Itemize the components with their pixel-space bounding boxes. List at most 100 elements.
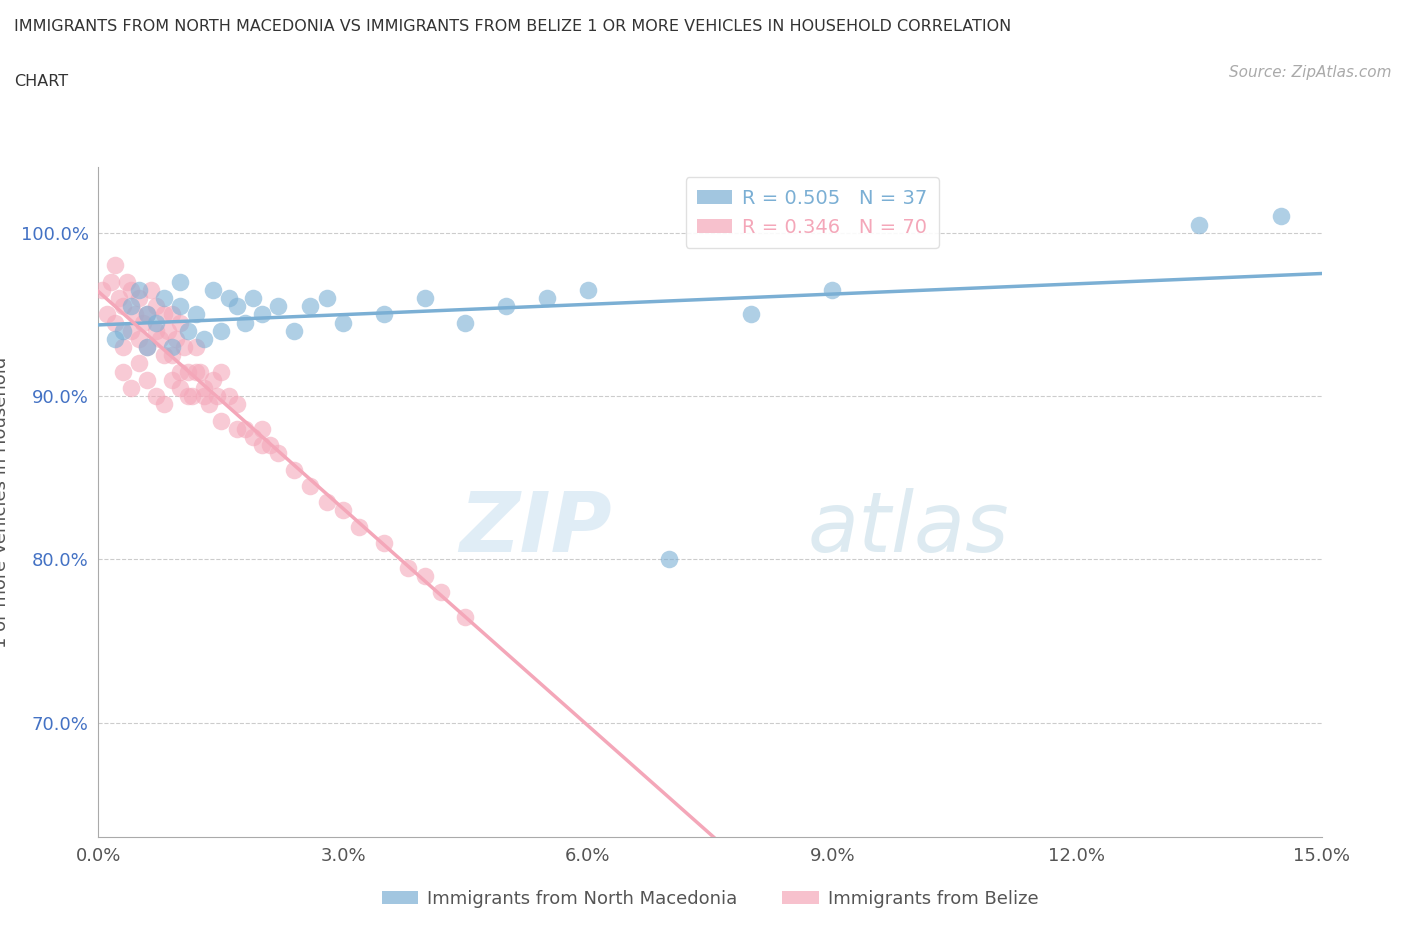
Text: ZIP: ZIP [460, 488, 612, 569]
Point [267, 299, 290, 313]
Point [205, 389, 228, 404]
Point [169, 315, 191, 330]
Point [177, 389, 200, 404]
Point [576, 283, 599, 298]
Point [332, 503, 354, 518]
Point [430, 585, 453, 600]
Point [145, 299, 167, 313]
Point [177, 324, 200, 339]
Point [177, 365, 200, 379]
Point [536, 290, 558, 305]
Point [396, 560, 419, 575]
Point [169, 274, 191, 289]
Point [104, 331, 127, 346]
Point [193, 331, 215, 346]
Point [111, 299, 134, 313]
Point [821, 283, 844, 298]
Point [186, 339, 208, 354]
Point [250, 421, 273, 436]
Point [128, 356, 150, 371]
Point [104, 258, 127, 272]
Point [128, 283, 150, 298]
Point [111, 324, 134, 339]
Point [299, 299, 322, 313]
Point [454, 315, 477, 330]
Point [169, 299, 191, 313]
Point [136, 307, 159, 322]
Point [152, 397, 174, 412]
Point [454, 609, 477, 624]
Point [658, 551, 681, 566]
Point [201, 283, 224, 298]
Point [111, 365, 134, 379]
Point [165, 331, 187, 346]
Text: CHART: CHART [14, 74, 67, 89]
Point [120, 324, 142, 339]
Point [233, 315, 256, 330]
Point [149, 331, 172, 346]
Point [209, 413, 232, 428]
Point [226, 299, 249, 313]
Y-axis label: 1 or more Vehicles in Household: 1 or more Vehicles in Household [0, 356, 10, 648]
Point [136, 307, 159, 322]
Point [209, 365, 232, 379]
Point [315, 290, 337, 305]
Point [136, 339, 159, 354]
Point [128, 290, 150, 305]
Point [91, 283, 114, 298]
Point [120, 299, 142, 313]
Point [218, 290, 240, 305]
Point [315, 495, 337, 510]
Text: IMMIGRANTS FROM NORTH MACEDONIA VS IMMIGRANTS FROM BELIZE 1 OR MORE VEHICLES IN : IMMIGRANTS FROM NORTH MACEDONIA VS IMMIG… [14, 19, 1011, 33]
Point [226, 397, 249, 412]
Point [152, 307, 174, 322]
Point [209, 324, 232, 339]
Point [1270, 209, 1292, 224]
Legend: Immigrants from North Macedonia, Immigrants from Belize: Immigrants from North Macedonia, Immigra… [374, 883, 1046, 915]
Point [108, 290, 131, 305]
Point [349, 519, 371, 534]
Point [181, 389, 204, 404]
Point [283, 324, 305, 339]
Point [413, 568, 436, 583]
Point [242, 290, 264, 305]
Point [250, 438, 273, 453]
Point [160, 372, 183, 387]
Point [136, 372, 159, 387]
Point [332, 315, 354, 330]
Point [120, 283, 142, 298]
Point [136, 339, 159, 354]
Point [145, 324, 167, 339]
Point [495, 299, 517, 313]
Point [156, 324, 179, 339]
Point [373, 307, 395, 322]
Point [201, 372, 224, 387]
Point [193, 380, 215, 395]
Point [169, 380, 191, 395]
Point [145, 389, 167, 404]
Point [186, 307, 208, 322]
Point [413, 290, 436, 305]
Point [115, 274, 138, 289]
Point [152, 290, 174, 305]
Point [160, 348, 183, 363]
Point [145, 315, 167, 330]
Point [373, 536, 395, 551]
Point [124, 307, 146, 322]
Point [299, 478, 322, 493]
Point [197, 397, 219, 412]
Point [740, 307, 762, 322]
Point [173, 339, 195, 354]
Point [226, 421, 249, 436]
Point [132, 315, 155, 330]
Point [218, 389, 240, 404]
Point [160, 307, 183, 322]
Point [160, 339, 183, 354]
Point [96, 307, 118, 322]
Point [169, 365, 191, 379]
Point [186, 365, 208, 379]
Text: Source: ZipAtlas.com: Source: ZipAtlas.com [1229, 65, 1392, 80]
Point [100, 274, 122, 289]
Point [188, 365, 212, 379]
Point [152, 348, 174, 363]
